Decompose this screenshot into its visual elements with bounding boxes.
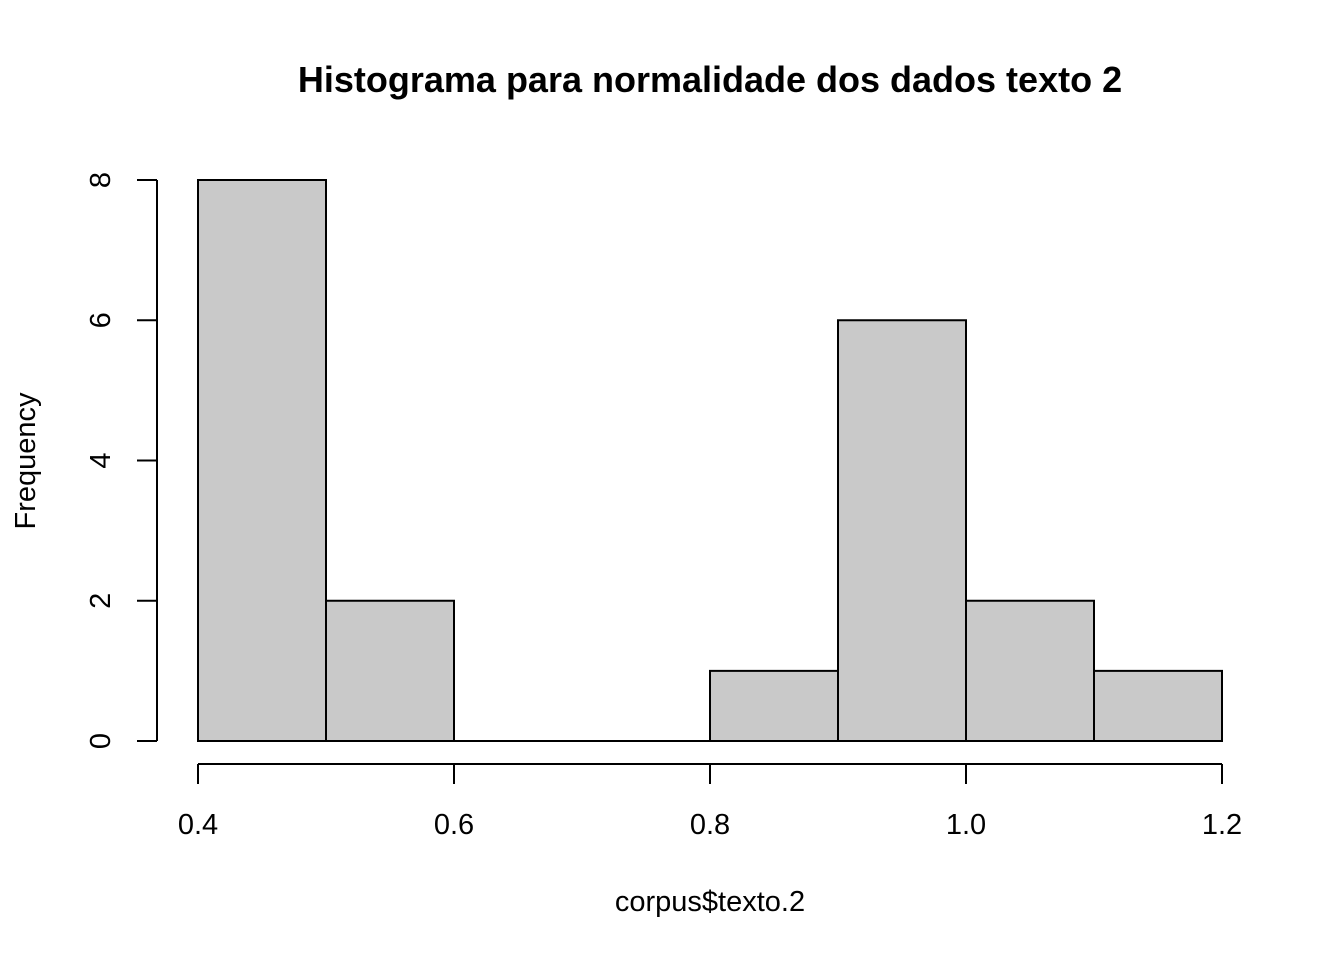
histogram-bar <box>1093 669 1223 742</box>
x-tick-label: 0.6 <box>434 809 474 841</box>
y-tick-label: 0 <box>85 733 117 749</box>
x-tick-label: 1.0 <box>946 809 986 841</box>
y-tick-label: 6 <box>85 312 117 328</box>
x-tick-label: 1.2 <box>1202 809 1242 841</box>
histogram-bar <box>837 319 967 742</box>
histogram-bar <box>709 669 839 742</box>
histogram-bar <box>965 599 1095 742</box>
y-tick-label: 8 <box>85 172 117 188</box>
x-tick-label: 0.8 <box>690 809 730 841</box>
chart-title: Histograma para normalidade dos dados te… <box>298 59 1122 100</box>
y-axis: 0 2 4 6 8 <box>85 172 158 749</box>
bars-group <box>197 179 1223 742</box>
histogram-bar <box>197 179 327 742</box>
y-axis-label: Frequency <box>10 392 42 530</box>
x-axis: 0.4 0.6 0.8 1.0 1.2 <box>178 763 1242 841</box>
y-tick-label: 2 <box>85 593 117 609</box>
x-tick-label: 0.4 <box>178 809 218 841</box>
histogram-bar <box>325 599 455 742</box>
y-tick-label: 4 <box>85 452 117 468</box>
x-axis-label: corpus$texto.2 <box>615 886 805 918</box>
